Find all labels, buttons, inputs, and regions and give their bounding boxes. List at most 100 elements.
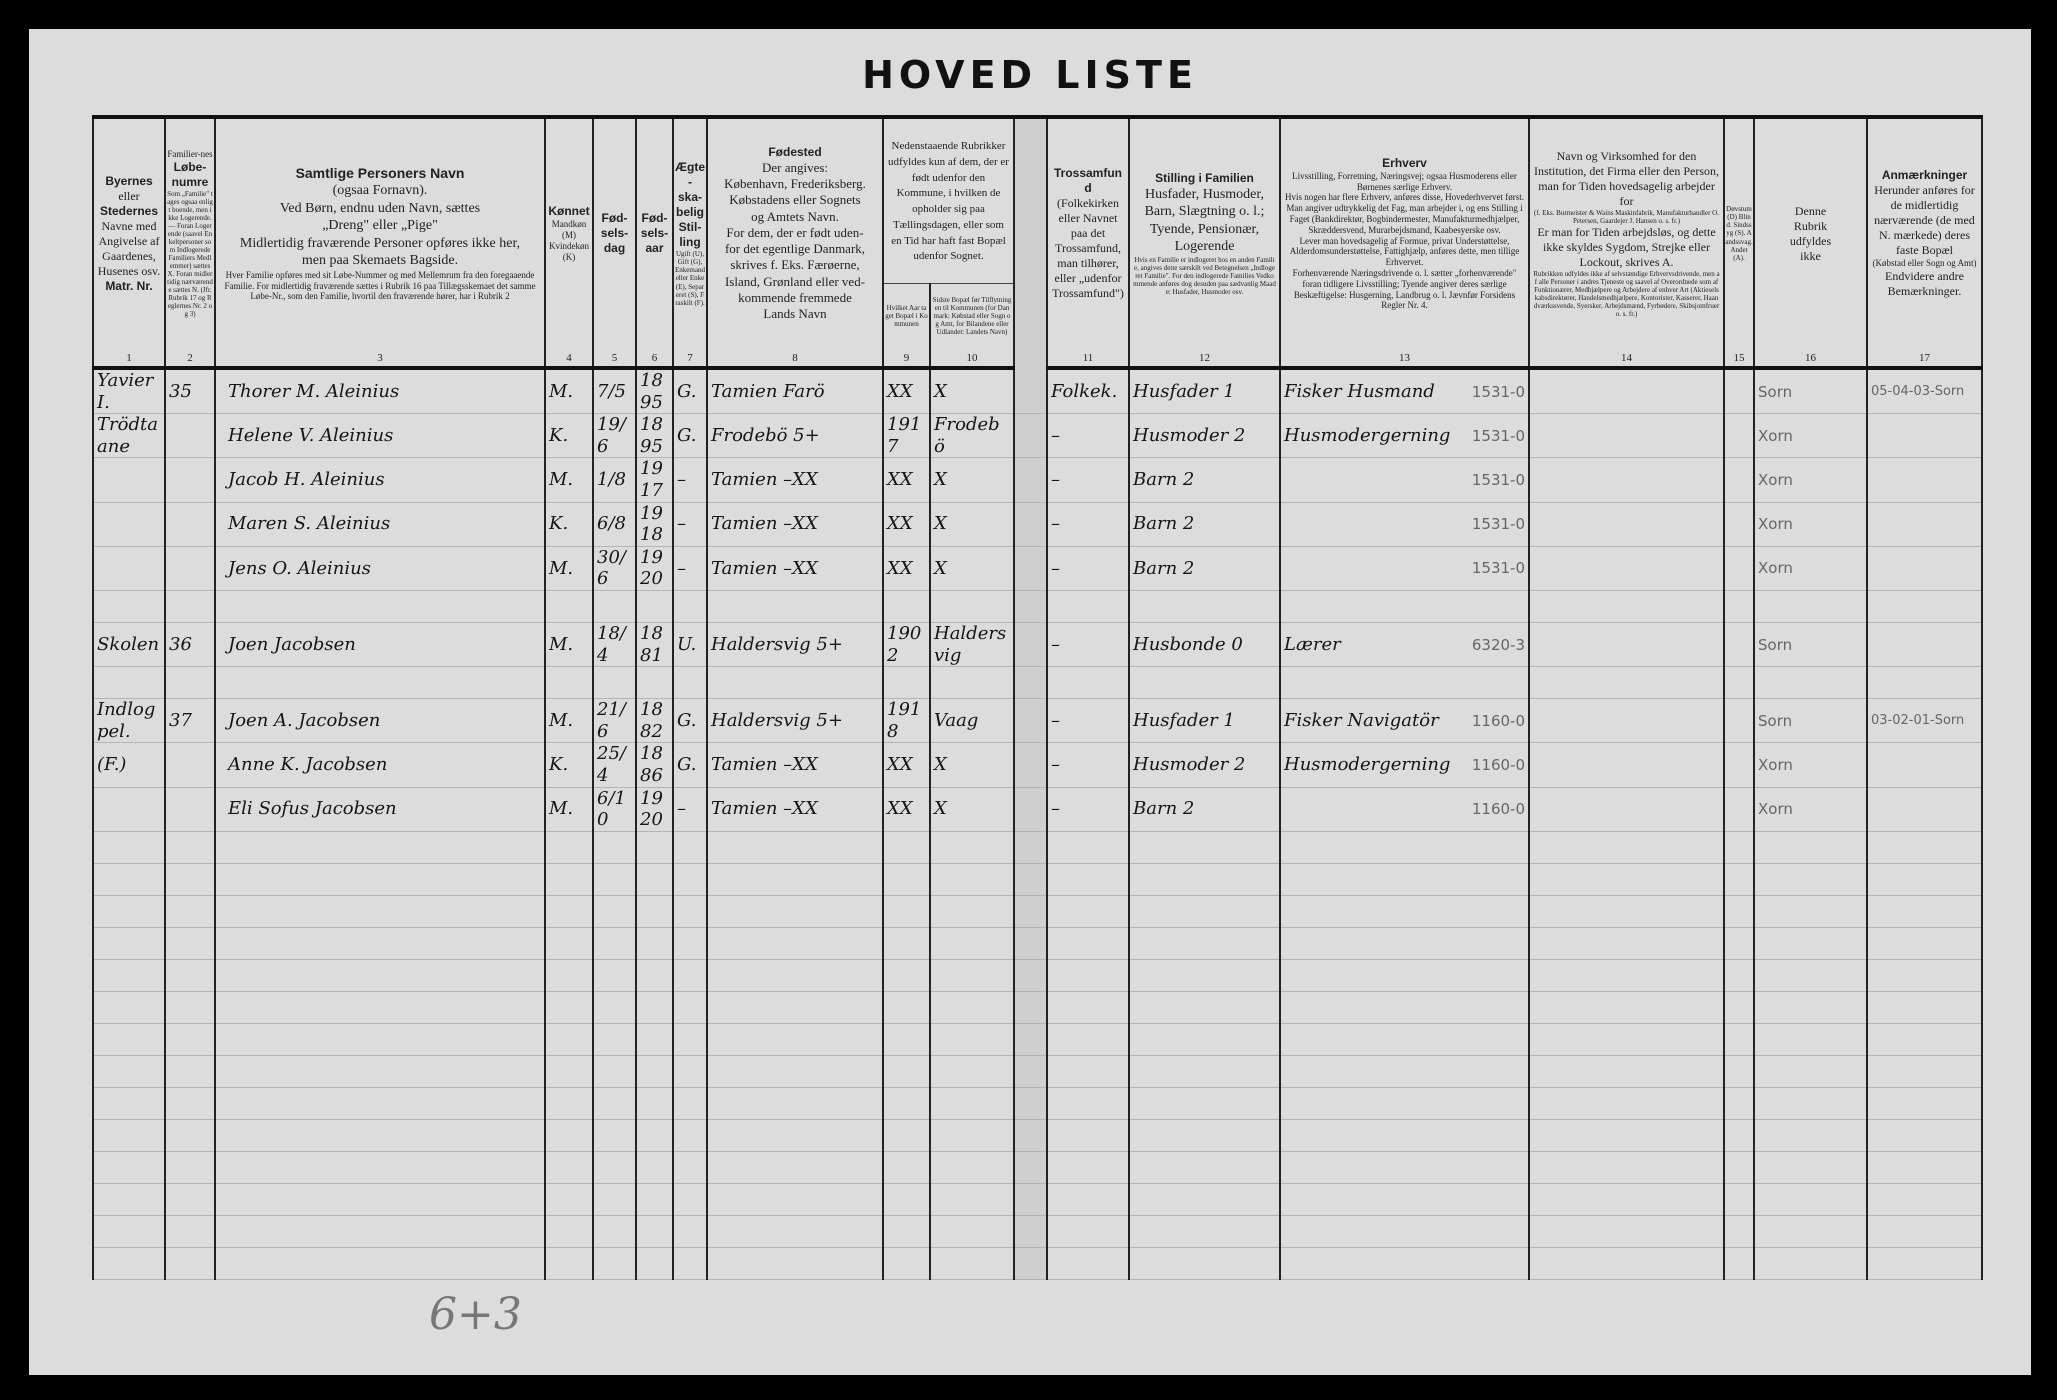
last-residence-cell xyxy=(929,1183,1015,1216)
admin-mark-cell xyxy=(1753,1247,1868,1280)
birthplace-cell: Haldersvig 5+ xyxy=(706,698,884,744)
employer-cell xyxy=(1528,959,1725,992)
birthplace-cell: Tamien –XX xyxy=(706,502,884,547)
marital-status-cell xyxy=(672,863,708,896)
family-number-cell xyxy=(164,927,216,960)
family-number-cell xyxy=(164,959,216,992)
birth-day-cell: 1/8 xyxy=(592,457,637,503)
marital-status-cell xyxy=(672,1247,708,1280)
employer-cell xyxy=(1528,590,1725,623)
census-table: Byernes eller Stedernes Navne med Angive… xyxy=(92,115,1983,1280)
marital-status-cell xyxy=(672,959,708,992)
table-row: (F.) Anne K. Jacobsen K. 25/4 1886 G. Tamien –… xyxy=(92,742,1983,788)
birth-year-cell xyxy=(635,1247,674,1280)
page-fold-cell xyxy=(1013,1247,1048,1280)
year-moved-cell xyxy=(882,1151,931,1184)
birthplace-cell xyxy=(706,831,884,864)
occupation-cell xyxy=(1279,1215,1530,1248)
table-row xyxy=(92,1183,1983,1216)
birth-year-cell xyxy=(635,1055,674,1088)
header-residence-note: Nedenstaaende Rubrikker udfyldes kun af … xyxy=(882,115,1015,284)
birthplace-cell: Tamien –XX xyxy=(706,742,884,788)
birth-day-cell xyxy=(592,1087,637,1120)
family-position-cell xyxy=(1128,991,1281,1024)
column-number: 5 xyxy=(592,348,637,370)
birth-day-cell xyxy=(592,1151,637,1184)
sex-cell xyxy=(544,666,594,700)
family-position-cell xyxy=(1128,1087,1281,1120)
birthplace-cell: Haldersvig 5+ xyxy=(706,622,884,668)
place-cell xyxy=(92,666,166,700)
birth-year-cell xyxy=(635,863,674,896)
birth-year-cell xyxy=(635,895,674,928)
family-position-cell xyxy=(1128,1183,1281,1216)
table-row xyxy=(92,1023,1983,1056)
marital-status-cell xyxy=(672,895,708,928)
column-number: 14 xyxy=(1528,348,1725,370)
religion-cell xyxy=(1046,1119,1130,1152)
religion-cell: – xyxy=(1046,787,1130,832)
marital-status-cell: – xyxy=(672,546,708,591)
employer-cell xyxy=(1528,895,1725,928)
occupation-text: Lærer xyxy=(1284,633,1341,655)
table-row xyxy=(92,863,1983,896)
income-code: 1531-0 xyxy=(1471,559,1525,578)
family-position-cell xyxy=(1128,590,1281,623)
disability-cell xyxy=(1723,1151,1755,1184)
place-cell xyxy=(92,959,166,992)
table-row: Skolen 36 Joen Jacobsen M. 18/4 1881 U. Halders… xyxy=(92,622,1983,668)
column-number: 6 xyxy=(635,348,674,370)
remarks-cell xyxy=(1866,742,1983,788)
table-row xyxy=(92,831,1983,864)
religion-cell: – xyxy=(1046,742,1130,788)
income-code: 1160-0 xyxy=(1471,755,1525,774)
family-number-cell xyxy=(164,1215,216,1248)
admin-mark-cell: Sorn xyxy=(1753,698,1868,744)
name-cell xyxy=(214,1215,546,1248)
family-number-cell: 35 xyxy=(164,368,216,415)
religion-cell xyxy=(1046,1055,1130,1088)
family-number-cell xyxy=(164,831,216,864)
disability-cell xyxy=(1723,1119,1755,1152)
last-residence-cell xyxy=(929,666,1015,700)
family-position-cell xyxy=(1128,1023,1281,1056)
table-row xyxy=(92,895,1983,928)
place-cell xyxy=(92,590,166,623)
column-number: 7 xyxy=(672,348,708,370)
admin-mark-cell xyxy=(1753,831,1868,864)
place-cell xyxy=(92,546,166,591)
family-position-cell xyxy=(1128,863,1281,896)
birthplace-cell xyxy=(706,959,884,992)
remarks-cell xyxy=(1866,590,1983,623)
employer-cell xyxy=(1528,863,1725,896)
place-cell: Skolen xyxy=(92,622,166,668)
birth-year-cell xyxy=(635,1215,674,1248)
table-row: Jacob H. Aleinius M. 1/8 1917– Tamien –XX XX X… xyxy=(92,457,1983,503)
header-marital-status: Ægte- ska- belig Stil- ling Ugift (U), Gi… xyxy=(672,115,708,348)
religion-cell: – xyxy=(1046,546,1130,591)
birth-year-cell xyxy=(635,927,674,960)
family-position-cell xyxy=(1128,895,1281,928)
place-cell xyxy=(92,895,166,928)
table-row xyxy=(92,666,1983,700)
occupation-cell xyxy=(1279,895,1530,928)
page-fold-cell xyxy=(1013,698,1048,744)
remarks-cell xyxy=(1866,666,1983,700)
birthplace-cell: Tamien –XX xyxy=(706,546,884,591)
page-fold-cell xyxy=(1013,666,1048,700)
table-row: Jens O. Aleinius M. 30/6 1920– Tamien –XX XX X… xyxy=(92,546,1983,591)
employer-cell xyxy=(1528,546,1725,591)
occupation-text: Fisker Navigatör xyxy=(1284,709,1439,731)
page-fold-cell xyxy=(1013,1023,1048,1056)
disability-cell xyxy=(1723,831,1755,864)
disability-cell xyxy=(1723,546,1755,591)
family-number-cell xyxy=(164,502,216,547)
occupation-cell xyxy=(1279,1023,1530,1056)
admin-mark-cell: Xorn xyxy=(1753,546,1868,591)
header-place: Byernes eller Stedernes Navne med Angive… xyxy=(92,115,166,348)
birth-year-cell xyxy=(635,1183,674,1216)
employer-cell xyxy=(1528,457,1725,503)
census-sheet: Byernes eller Stedernes Navne med Angive… xyxy=(92,29,1983,1340)
family-position-cell xyxy=(1128,1215,1281,1248)
last-residence-cell: X xyxy=(929,502,1015,547)
